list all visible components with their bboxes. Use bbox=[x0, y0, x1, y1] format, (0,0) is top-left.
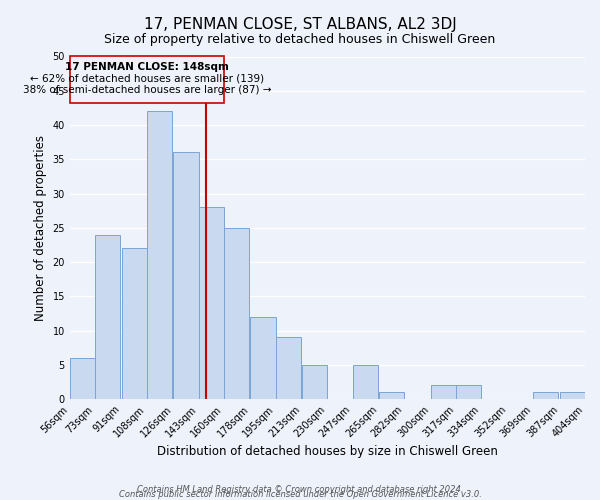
Bar bbox=[250, 317, 275, 399]
Bar bbox=[70, 358, 95, 399]
Text: Size of property relative to detached houses in Chiswell Green: Size of property relative to detached ho… bbox=[104, 32, 496, 46]
Text: ← 62% of detached houses are smaller (139): ← 62% of detached houses are smaller (13… bbox=[29, 74, 264, 84]
Y-axis label: Number of detached properties: Number of detached properties bbox=[34, 135, 47, 321]
Text: Contains HM Land Registry data © Crown copyright and database right 2024.: Contains HM Land Registry data © Crown c… bbox=[137, 485, 463, 494]
Bar bbox=[70, 56, 224, 103]
Bar bbox=[95, 234, 120, 399]
Text: Contains public sector information licensed under the Open Government Licence v3: Contains public sector information licen… bbox=[119, 490, 481, 499]
Bar bbox=[122, 248, 147, 399]
Bar bbox=[353, 365, 378, 399]
Bar bbox=[431, 386, 456, 399]
Bar bbox=[199, 208, 224, 399]
Bar bbox=[147, 112, 172, 399]
X-axis label: Distribution of detached houses by size in Chiswell Green: Distribution of detached houses by size … bbox=[157, 444, 498, 458]
Bar bbox=[560, 392, 585, 399]
Text: 38% of semi-detached houses are larger (87) →: 38% of semi-detached houses are larger (… bbox=[23, 86, 271, 96]
Bar bbox=[379, 392, 404, 399]
Text: 17 PENMAN CLOSE: 148sqm: 17 PENMAN CLOSE: 148sqm bbox=[65, 62, 229, 72]
Bar bbox=[173, 152, 199, 399]
Bar bbox=[302, 365, 328, 399]
Bar bbox=[224, 228, 249, 399]
Bar bbox=[456, 386, 481, 399]
Text: 17, PENMAN CLOSE, ST ALBANS, AL2 3DJ: 17, PENMAN CLOSE, ST ALBANS, AL2 3DJ bbox=[143, 18, 457, 32]
Bar bbox=[533, 392, 559, 399]
Bar bbox=[275, 338, 301, 399]
